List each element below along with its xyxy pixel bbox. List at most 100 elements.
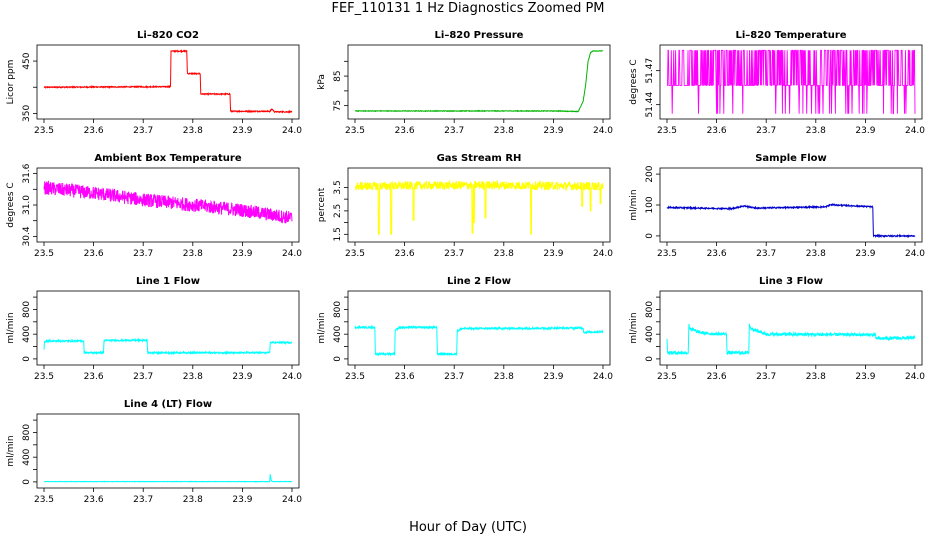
- series-group: [666, 202, 916, 239]
- y-tick-label: 400: [333, 325, 343, 342]
- y-tick-label: 400: [22, 448, 32, 465]
- x-tick-label: 23.8: [183, 249, 203, 259]
- plot-frame: [347, 290, 611, 366]
- series-group: [43, 49, 293, 114]
- y-axis-label: ml/min: [629, 189, 639, 220]
- x-tick-label: 23.7: [133, 495, 153, 505]
- x-tick-label: 23.5: [657, 249, 677, 259]
- x-tick-label: 23.6: [707, 372, 727, 382]
- y-axis-label: percent: [317, 187, 327, 222]
- x-tick-label: 23.8: [183, 126, 203, 136]
- x-tick-label: 23.8: [806, 126, 826, 136]
- x-tick-label: 24.0: [905, 372, 925, 382]
- panel-title: Gas Stream RH: [437, 153, 522, 164]
- data-line: [354, 324, 604, 357]
- y-tick-label: 400: [22, 325, 32, 342]
- x-tick-label: 23.5: [345, 372, 365, 382]
- panel-title: Line 3 Flow: [759, 276, 823, 287]
- x-tick-label: 23.6: [707, 249, 727, 259]
- y-tick-label: 800: [22, 424, 32, 441]
- plot-frame: [36, 290, 300, 366]
- y-tick-label: 51.44: [645, 92, 655, 118]
- data-line: [354, 179, 604, 235]
- x-tick-label: 24.0: [593, 249, 613, 259]
- x-tick-label: 23.7: [756, 372, 776, 382]
- x-tick-label: 23.8: [494, 249, 514, 259]
- plot-frame: [347, 44, 611, 120]
- x-tick-label: 23.9: [855, 372, 875, 382]
- x-tick-label: 23.5: [657, 372, 677, 382]
- y-tick-label: 31.0: [22, 195, 32, 215]
- y-tick-label: 0: [22, 356, 32, 362]
- y-tick-label: 450: [22, 52, 32, 69]
- y-tick-label: 0: [22, 479, 32, 485]
- data-line: [666, 202, 916, 239]
- x-tick-label: 23.6: [84, 495, 104, 505]
- y-tick-label: 350: [22, 105, 32, 122]
- y-tick-label: 31.6: [22, 163, 32, 183]
- y-tick-label: 0: [645, 233, 655, 239]
- series-group: [43, 337, 293, 356]
- plot-frame: [659, 290, 923, 366]
- x-tick-label: 23.5: [34, 495, 54, 505]
- data-line: [43, 49, 293, 114]
- x-tick-label: 23.6: [84, 372, 104, 382]
- x-tick-label: 24.0: [282, 495, 302, 505]
- x-tick-label: 23.9: [855, 126, 875, 136]
- y-axis-label: ml/min: [629, 312, 639, 343]
- plot-frame: [36, 413, 300, 489]
- series-group: [43, 180, 293, 224]
- plot-frame: [659, 44, 923, 120]
- x-tick-label: 24.0: [905, 126, 925, 136]
- y-axis-label: ml/min: [317, 312, 327, 343]
- x-tick-label: 23.5: [34, 249, 54, 259]
- x-tick-label: 23.5: [345, 126, 365, 136]
- y-tick-label: 400: [645, 325, 655, 342]
- x-tick-label: 23.9: [543, 126, 563, 136]
- x-tick-label: 23.6: [84, 126, 104, 136]
- y-tick-label: 800: [645, 301, 655, 318]
- x-tick-label: 23.7: [444, 126, 464, 136]
- x-tick-label: 23.6: [395, 249, 415, 259]
- y-axis-label: ml/min: [6, 312, 16, 343]
- panel-title: Line 1 Flow: [136, 276, 200, 287]
- y-tick-label: 3.5: [333, 180, 343, 194]
- x-tick-label: 23.8: [806, 372, 826, 382]
- x-tick-label: 23.5: [345, 249, 365, 259]
- y-tick-label: 0: [333, 356, 343, 362]
- x-tick-label: 23.9: [232, 126, 252, 136]
- x-tick-label: 23.5: [657, 126, 677, 136]
- y-tick-label: 2.5: [333, 204, 343, 218]
- x-tick-label: 23.7: [133, 249, 153, 259]
- x-tick-label: 23.9: [232, 249, 252, 259]
- x-tick-label: 24.0: [593, 126, 613, 136]
- x-tick-label: 24.0: [905, 249, 925, 259]
- y-tick-label: 800: [333, 301, 343, 318]
- x-tick-label: 23.7: [133, 372, 153, 382]
- y-tick-label: 30.4: [22, 226, 32, 246]
- panel-title: Li–820 Temperature: [735, 30, 846, 41]
- shared-x-axis-label: Hour of Day (UTC): [409, 520, 527, 535]
- y-tick-label: 100: [645, 196, 655, 213]
- x-tick-label: 23.8: [806, 249, 826, 259]
- x-tick-label: 23.5: [34, 372, 54, 382]
- y-tick-label: 800: [22, 301, 32, 318]
- x-tick-label: 23.6: [395, 126, 415, 136]
- x-tick-label: 23.6: [395, 372, 415, 382]
- x-tick-label: 23.9: [232, 495, 252, 505]
- x-tick-label: 23.7: [133, 126, 153, 136]
- data-line: [666, 323, 916, 356]
- panel-9: Line 3 Flow ml/min 23.5 23.6 23.7 23.8 23.9 24.…: [629, 276, 925, 382]
- y-axis-label: degrees C: [629, 59, 639, 104]
- x-tick-label: 23.9: [232, 372, 252, 382]
- y-tick-label: 0: [645, 356, 655, 362]
- x-tick-label: 23.5: [34, 126, 54, 136]
- x-tick-label: 23.6: [84, 249, 104, 259]
- series-group: [43, 474, 293, 483]
- panel-10: Line 4 (LT) Flow ml/min 23.5 23.6 23.7 23.8 23…: [6, 399, 302, 505]
- data-line: [667, 49, 916, 115]
- x-tick-label: 23.6: [707, 126, 727, 136]
- x-tick-label: 24.0: [282, 126, 302, 136]
- panel-title: Li–820 Pressure: [435, 30, 524, 41]
- x-tick-label: 23.8: [183, 495, 203, 505]
